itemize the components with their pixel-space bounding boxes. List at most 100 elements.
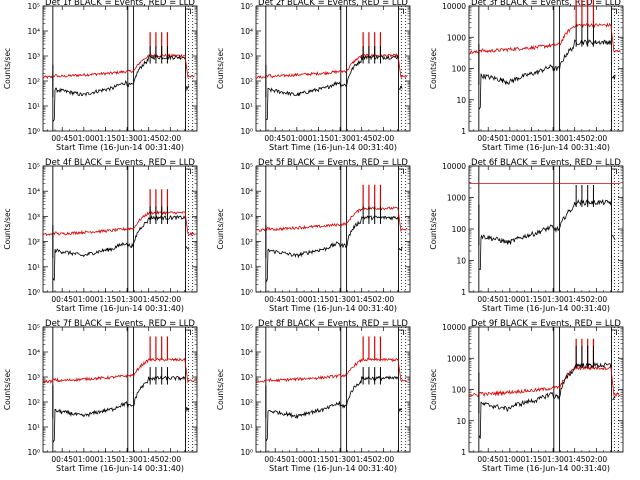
x-tick-label: 01:15 <box>308 295 330 304</box>
y-tick-label: 10⁰ <box>27 127 40 136</box>
x-tick-label: 01:00 <box>286 134 308 143</box>
x-axis-label: Start Time (16-Jun-14 00:31:40) <box>482 464 610 473</box>
x-tick-label: 01:45 <box>351 295 373 304</box>
x-tick-label: 01:00 <box>73 134 95 143</box>
x-tick-label: 01:45 <box>138 134 160 143</box>
x-tick-label: 01:30 <box>116 134 138 143</box>
y-tick-label: 10 <box>456 257 466 266</box>
bracket-marker <box>185 8 191 14</box>
chart-title: Det 1f BLACK = Events, RED = LLD <box>45 0 195 8</box>
x-tick-label: 01:30 <box>542 455 564 464</box>
y-tick-label: 10⁰ <box>27 288 40 297</box>
bracket-marker <box>611 329 617 335</box>
y-axis-label: Counts/sec <box>3 208 12 249</box>
x-axis-label: Start Time (16-Jun-14 00:31:40) <box>56 304 184 313</box>
x-tick-label: 01:15 <box>521 134 543 143</box>
y-axis-label: Counts/sec <box>216 48 225 89</box>
bracket-marker <box>398 329 404 335</box>
x-tick-label: 01:00 <box>286 455 308 464</box>
y-axis-label: Counts/sec <box>429 369 438 410</box>
y-tick-label: 10000 <box>442 323 466 332</box>
lld-series-line <box>255 357 408 384</box>
y-tick-label: 100 <box>452 225 467 234</box>
y-tick-label: 10000 <box>442 2 466 11</box>
x-tick-label: 01:15 <box>95 455 117 464</box>
x-tick-label: 01:00 <box>499 455 521 464</box>
y-tick-label: 10⁵ <box>240 2 253 11</box>
y-tick-label: 10 <box>456 96 466 105</box>
x-tick-label: 01:00 <box>73 295 95 304</box>
y-tick-label: 10⁴ <box>27 27 40 36</box>
y-axis-label: Counts/sec <box>429 48 438 89</box>
events-tail <box>398 85 403 91</box>
y-tick-label: 10³ <box>240 52 253 61</box>
events-tail <box>398 246 403 252</box>
x-axis-label: Start Time (16-Jun-14 00:31:40) <box>56 464 184 473</box>
panel-2: Det 2f BLACK = Events, RED = LLD 10⁰ 10¹ 10… <box>216 0 411 152</box>
lld-series-line <box>42 357 195 385</box>
lld-series-line <box>468 22 621 55</box>
x-tick-label: 01:30 <box>542 134 564 143</box>
y-tick-label: 10³ <box>27 52 40 61</box>
x-tick-label: 01:45 <box>351 455 373 464</box>
events-tail <box>611 234 616 241</box>
panel-8: Det 8f BLACK = Events, RED = LLD 10⁰ 10¹ 10… <box>216 319 411 473</box>
x-tick-label: 01:15 <box>521 295 543 304</box>
panel-6: Det 6f BLACK = Events, RED = LLD 1 10 100 10… <box>429 158 624 313</box>
chart-title: Det 7f BLACK = Events, RED = LLD <box>45 319 195 329</box>
plot-frame <box>255 5 411 132</box>
y-tick-label: 10⁰ <box>240 448 253 457</box>
panel-5: Det 5f BLACK = Events, RED = LLD 10⁰ 10¹ 10… <box>216 158 411 313</box>
x-tick-label: 01:45 <box>138 455 160 464</box>
y-axis-label: Counts/sec <box>216 208 225 249</box>
x-tick-label: 00:45 <box>264 295 286 304</box>
events-series-line <box>52 54 186 122</box>
x-tick-label: 02:00 <box>373 134 395 143</box>
x-tick-label: 01:30 <box>116 295 138 304</box>
chart-title: Det 4f BLACK = Events, RED = LLD <box>45 158 195 168</box>
x-tick-label: 01:30 <box>329 134 351 143</box>
y-tick-label: 10³ <box>27 373 40 382</box>
y-tick-label: 10⁴ <box>240 348 253 357</box>
x-tick-label: 00:45 <box>264 134 286 143</box>
bracket-marker <box>398 168 404 174</box>
y-tick-label: 10⁵ <box>27 2 40 11</box>
y-tick-label: 1 <box>461 127 466 136</box>
events-tail <box>612 395 616 401</box>
y-tick-label: 100 <box>452 65 467 74</box>
x-tick-label: 00:45 <box>477 134 499 143</box>
panel-9: Det 9f BLACK = Events, RED = LLD 1 10 100 10… <box>429 319 624 473</box>
bracket-marker <box>398 8 404 14</box>
plot-frame <box>42 165 198 293</box>
y-tick-label: 10¹ <box>27 102 40 111</box>
y-tick-label: 10¹ <box>27 423 40 432</box>
y-tick-label: 10⁰ <box>27 448 40 457</box>
y-tick-label: 10000 <box>442 162 466 171</box>
y-tick-label: 10² <box>240 238 253 247</box>
x-tick-label: 01:45 <box>351 134 373 143</box>
x-axis-label: Start Time (16-Jun-14 00:31:40) <box>269 143 397 152</box>
lld-series-line <box>42 53 195 80</box>
y-tick-label: 10² <box>27 77 40 86</box>
x-tick-label: 02:00 <box>160 134 182 143</box>
x-tick-label: 01:30 <box>116 455 138 464</box>
chart-title: Det 8f BLACK = Events, RED = LLD <box>258 319 408 329</box>
events-tail <box>185 85 190 92</box>
x-tick-label: 01:00 <box>73 455 95 464</box>
y-tick-label: 10⁵ <box>27 162 40 171</box>
y-tick-label: 10⁴ <box>240 187 253 196</box>
y-tick-label: 1000 <box>447 354 466 363</box>
chart-title: Det 9f BLACK = Events, RED = LLD <box>471 319 621 329</box>
x-tick-label: 02:00 <box>160 295 182 304</box>
x-tick-label: 00:45 <box>51 295 73 304</box>
events-tail <box>185 246 190 250</box>
y-tick-label: 10 <box>456 417 466 426</box>
lld-series-line <box>42 210 195 237</box>
y-tick-label: 10⁰ <box>240 288 253 297</box>
bracket-marker <box>185 329 191 335</box>
chart-title: Det 2f BLACK = Events, RED = LLD <box>258 0 408 8</box>
y-axis-label: Counts/sec <box>429 208 438 249</box>
events-tail <box>611 74 616 80</box>
x-tick-label: 00:45 <box>51 134 73 143</box>
events-tail <box>398 408 403 413</box>
